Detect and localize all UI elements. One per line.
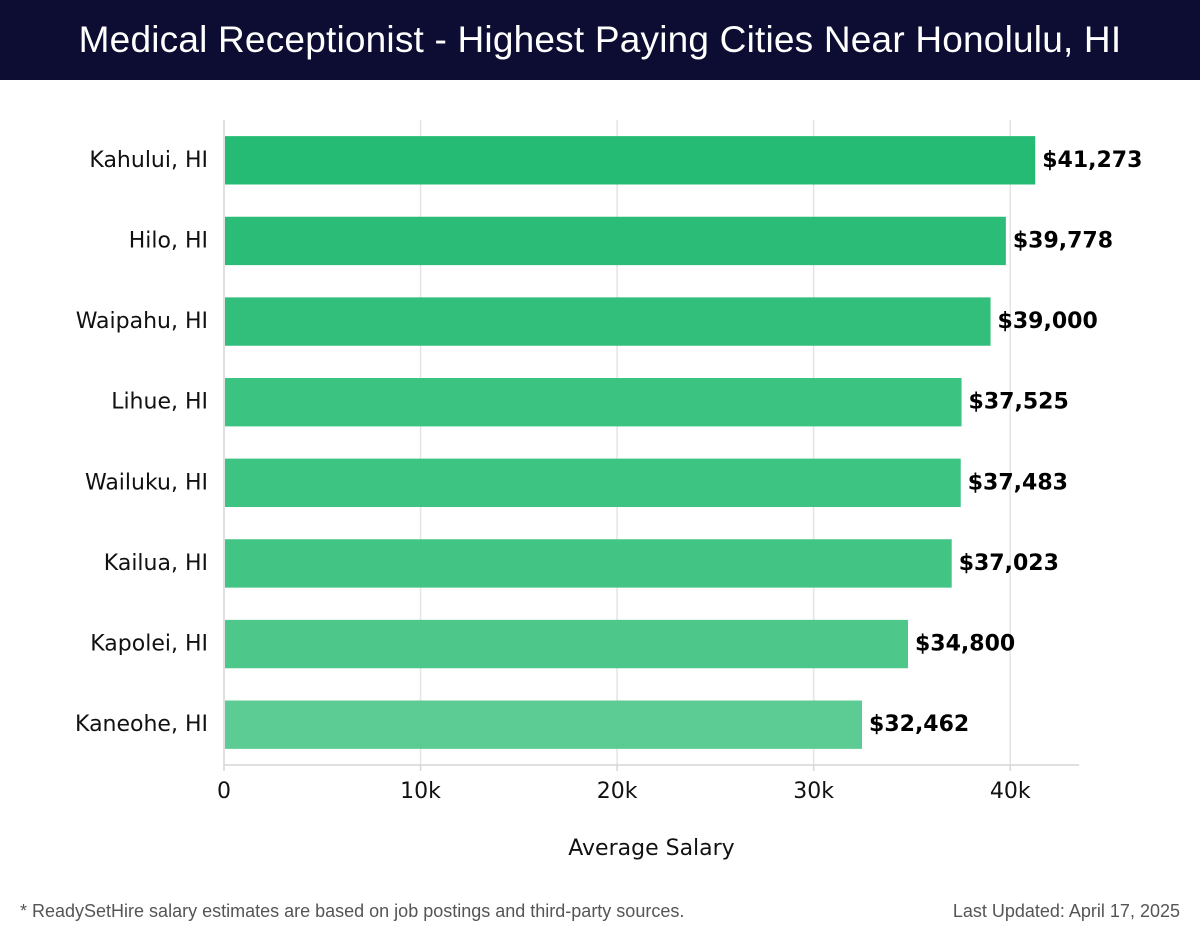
x-tick-label: 30k — [793, 779, 834, 804]
x-tick-label: 40k — [990, 779, 1031, 804]
value-label: $37,483 — [968, 470, 1068, 495]
footer-note: * ReadySetHire salary estimates are base… — [20, 901, 685, 921]
value-label: $41,273 — [1042, 148, 1142, 173]
bar — [225, 700, 863, 749]
bar — [225, 378, 962, 427]
bar — [225, 216, 1006, 266]
category-label: Kahului, HI — [89, 148, 208, 173]
category-label: Kailua, HI — [104, 551, 208, 576]
x-tick-label: 20k — [597, 779, 638, 804]
value-label: $39,000 — [998, 309, 1098, 334]
category-label: Kaneohe, HI — [75, 712, 208, 737]
last-updated: Last Updated: April 17, 2025 — [952, 901, 1180, 921]
value-label: $34,800 — [915, 632, 1015, 657]
category-label: Wailuku, HI — [85, 470, 208, 495]
value-label: $39,778 — [1013, 228, 1113, 253]
bar — [225, 619, 908, 669]
chart-header: Medical Receptionist - Highest Paying Ci… — [0, 0, 1200, 80]
x-axis-title: Average Salary — [568, 836, 734, 861]
bar — [225, 458, 961, 507]
x-tick-label: 10k — [400, 779, 441, 804]
value-label: $32,462 — [869, 712, 969, 737]
value-label: $37,023 — [959, 551, 1059, 576]
bar — [225, 539, 952, 588]
salary-bar-chart: Kahului, HI $41,273 Hilo, HI $39,778 Waipahu… — [75, 120, 1142, 861]
bar — [225, 136, 1036, 185]
category-label: Lihue, HI — [111, 390, 208, 415]
x-tick-label: 0 — [217, 779, 231, 804]
category-label: Hilo, HI — [129, 228, 208, 253]
bar — [225, 297, 991, 346]
category-label: Kapolei, HI — [90, 632, 208, 657]
value-label: $37,525 — [969, 390, 1069, 415]
category-label: Waipahu, HI — [76, 309, 208, 334]
chart-title: Medical Receptionist - Highest Paying Ci… — [78, 19, 1122, 60]
